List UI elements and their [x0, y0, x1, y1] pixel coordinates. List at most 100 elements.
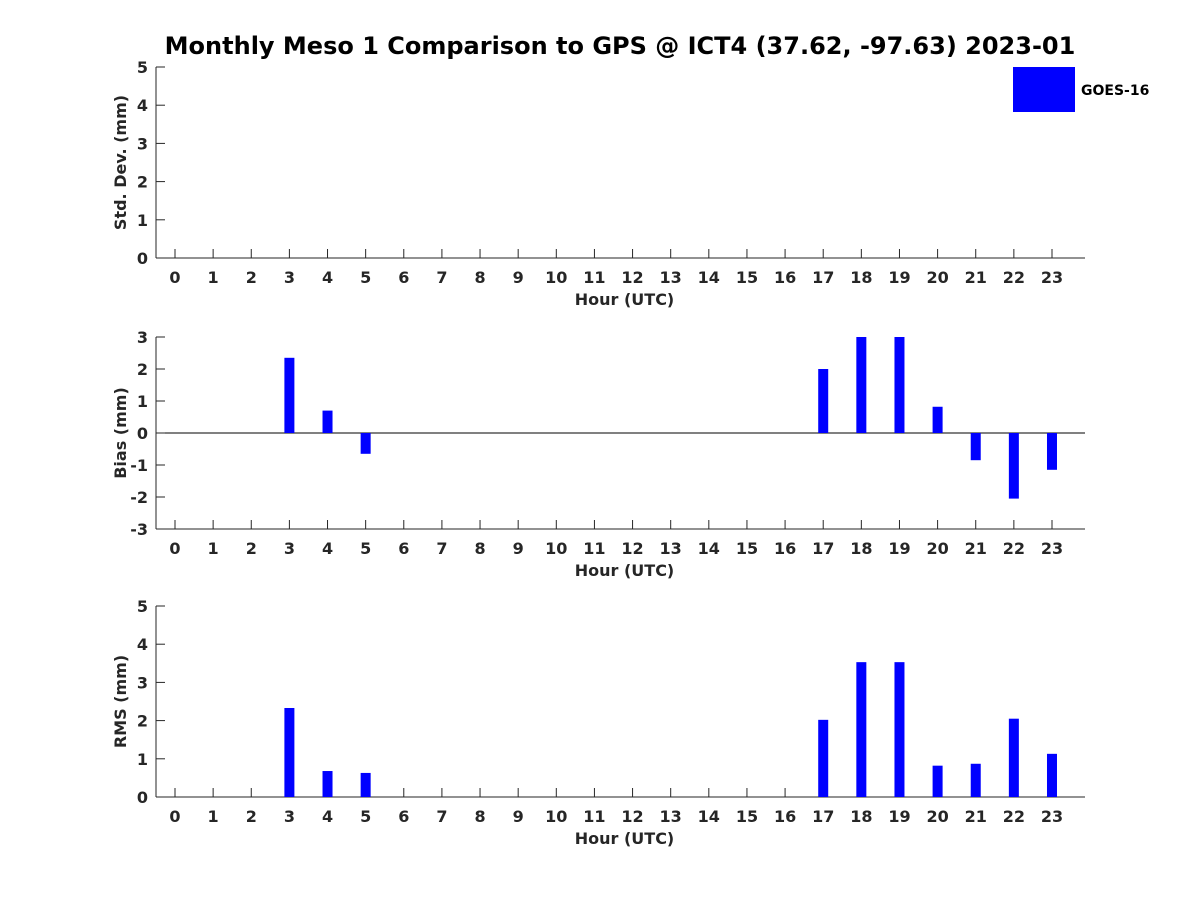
x-tick-label: 9 [513, 807, 524, 826]
bar [856, 337, 867, 433]
x-tick-label: 12 [621, 268, 643, 287]
y-axis-label: Std. Dev. (mm) [111, 95, 130, 230]
x-tick-label: 5 [360, 539, 371, 558]
x-tick-label: 12 [621, 539, 643, 558]
x-tick-label: 18 [850, 539, 872, 558]
x-tick-label: 7 [436, 268, 447, 287]
x-tick-label: 21 [965, 539, 987, 558]
y-tick-label: 5 [137, 597, 148, 616]
x-tick-label: 10 [545, 807, 567, 826]
x-tick-label: 14 [698, 539, 720, 558]
x-tick-label: 3 [284, 807, 295, 826]
y-tick-label: 2 [137, 712, 148, 731]
x-tick-label: 6 [398, 807, 409, 826]
y-axis-label: RMS (mm) [111, 655, 130, 748]
x-tick-label: 18 [850, 268, 872, 287]
x-tick-label: 4 [322, 539, 333, 558]
x-axis-label: Hour (UTC) [575, 290, 675, 309]
x-tick-label: 17 [812, 268, 834, 287]
x-tick-label: 15 [736, 807, 758, 826]
bar [360, 433, 371, 454]
y-tick-label: 2 [137, 173, 148, 192]
x-tick-label: 23 [1041, 268, 1063, 287]
x-tick-label: 0 [169, 539, 180, 558]
x-tick-label: 14 [698, 268, 720, 287]
x-tick-label: 8 [474, 807, 485, 826]
x-tick-label: 21 [965, 268, 987, 287]
x-tick-label: 8 [474, 539, 485, 558]
bar [1046, 433, 1057, 470]
bar [818, 369, 829, 433]
legend: GOES-16 [1013, 67, 1149, 112]
x-tick-label: 23 [1041, 539, 1063, 558]
x-tick-label: 11 [583, 268, 605, 287]
x-tick-label: 19 [888, 807, 910, 826]
x-axis-label: Hour (UTC) [575, 561, 675, 580]
x-tick-label: 23 [1041, 807, 1063, 826]
legend-label: GOES-16 [1081, 83, 1149, 99]
x-tick-label: 0 [169, 268, 180, 287]
x-tick-label: 3 [284, 539, 295, 558]
x-tick-label: 22 [1003, 539, 1025, 558]
x-tick-label: 10 [545, 268, 567, 287]
y-tick-label: 3 [137, 134, 148, 153]
bar [1008, 433, 1019, 499]
y-tick-label: 1 [137, 211, 148, 230]
bar [970, 433, 981, 461]
x-tick-label: 11 [583, 539, 605, 558]
x-tick-label: 4 [322, 268, 333, 287]
x-tick-label: 4 [322, 807, 333, 826]
x-tick-label: 19 [888, 539, 910, 558]
x-tick-label: 12 [621, 807, 643, 826]
x-tick-label: 2 [246, 539, 257, 558]
x-axis-label: Hour (UTC) [575, 829, 675, 848]
x-tick-label: 17 [812, 807, 834, 826]
bar [894, 662, 905, 797]
y-tick-label: 3 [137, 673, 148, 692]
x-tick-label: 7 [436, 539, 447, 558]
x-tick-label: 0 [169, 807, 180, 826]
bar [818, 719, 829, 797]
x-tick-label: 9 [513, 268, 524, 287]
y-tick-label: 5 [137, 58, 148, 77]
y-tick-label: 0 [137, 424, 148, 443]
x-tick-label: 1 [208, 539, 219, 558]
x-tick-label: 18 [850, 807, 872, 826]
y-tick-label: 0 [137, 249, 148, 268]
bar [1046, 753, 1057, 797]
y-tick-label: 4 [137, 96, 148, 115]
x-tick-label: 15 [736, 539, 758, 558]
x-tick-label: 14 [698, 807, 720, 826]
bar [284, 707, 295, 797]
x-tick-label: 17 [812, 539, 834, 558]
x-tick-label: 13 [660, 268, 682, 287]
x-tick-label: 6 [398, 539, 409, 558]
x-tick-label: 5 [360, 268, 371, 287]
x-tick-label: 16 [774, 807, 796, 826]
x-tick-label: 6 [398, 268, 409, 287]
bar [894, 337, 905, 433]
bar [284, 357, 295, 433]
y-tick-label: 0 [137, 788, 148, 807]
y-tick-label: -2 [130, 488, 148, 507]
chart-title: Monthly Meso 1 Comparison to GPS @ ICT4 … [165, 32, 1076, 60]
legend-swatch [1013, 67, 1075, 112]
x-tick-label: 22 [1003, 807, 1025, 826]
x-tick-label: 16 [774, 268, 796, 287]
y-tick-label: -1 [130, 456, 148, 475]
x-tick-label: 2 [246, 807, 257, 826]
x-tick-label: 8 [474, 268, 485, 287]
x-tick-label: 20 [926, 268, 948, 287]
bar [322, 410, 333, 433]
bar [856, 662, 867, 797]
x-tick-label: 20 [926, 539, 948, 558]
y-axis-label: Bias (mm) [111, 387, 130, 479]
x-tick-label: 22 [1003, 268, 1025, 287]
x-tick-label: 19 [888, 268, 910, 287]
bar [970, 763, 981, 797]
x-tick-label: 3 [284, 268, 295, 287]
